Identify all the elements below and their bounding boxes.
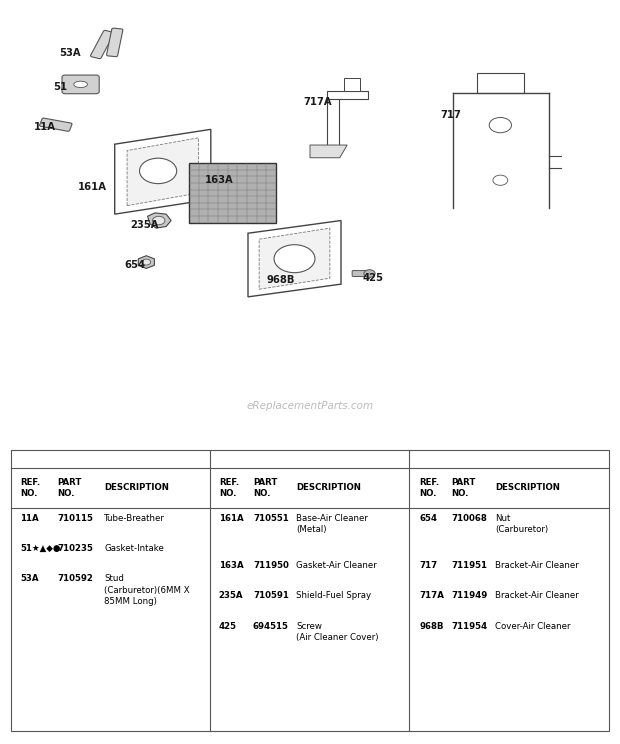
Text: Gasket-Intake: Gasket-Intake (104, 544, 164, 553)
Text: DESCRIPTION: DESCRIPTION (495, 484, 560, 493)
Text: REF.
NO.: REF. NO. (20, 478, 41, 498)
Text: 968B: 968B (267, 275, 295, 285)
Text: 11A: 11A (20, 513, 39, 523)
Circle shape (489, 118, 511, 132)
FancyBboxPatch shape (40, 118, 72, 131)
Circle shape (153, 217, 165, 225)
Text: 710592: 710592 (58, 574, 94, 583)
Text: 717A: 717A (304, 97, 332, 107)
Text: 710068: 710068 (451, 513, 487, 523)
Text: REF.
NO.: REF. NO. (419, 478, 440, 498)
Text: 235A: 235A (130, 219, 159, 230)
Text: Screw
(Air Cleaner Cover): Screw (Air Cleaner Cover) (296, 621, 379, 642)
Text: Gasket-Air Cleaner: Gasket-Air Cleaner (296, 561, 377, 570)
Text: 51: 51 (53, 82, 67, 92)
Text: 711949: 711949 (451, 591, 487, 600)
Polygon shape (477, 73, 524, 93)
Circle shape (140, 158, 177, 184)
Circle shape (274, 245, 315, 273)
Text: 425: 425 (219, 621, 237, 631)
Text: Tube-Breather: Tube-Breather (104, 513, 165, 523)
FancyBboxPatch shape (91, 31, 114, 59)
Bar (11, 449, 609, 731)
Polygon shape (259, 228, 330, 289)
Text: 968B: 968B (419, 621, 444, 631)
Text: Base-Air Cleaner
(Metal): Base-Air Cleaner (Metal) (296, 513, 368, 533)
FancyBboxPatch shape (62, 75, 99, 94)
Bar (344, 78, 360, 92)
Polygon shape (310, 145, 347, 158)
Polygon shape (115, 129, 211, 214)
Text: 710235: 710235 (58, 544, 94, 553)
Text: 163A: 163A (219, 561, 244, 570)
Circle shape (493, 175, 508, 185)
Text: Bracket-Air Cleaner: Bracket-Air Cleaner (495, 561, 578, 570)
Text: 53A: 53A (20, 574, 39, 583)
Text: eReplacementParts.com: eReplacementParts.com (246, 401, 374, 411)
Polygon shape (248, 220, 341, 297)
Polygon shape (127, 138, 198, 205)
Text: 711954: 711954 (451, 621, 487, 631)
Bar (189, 163, 276, 222)
Text: 161A: 161A (219, 513, 244, 523)
Text: PART
NO.: PART NO. (58, 478, 82, 498)
Text: 710551: 710551 (253, 513, 289, 523)
Text: 654: 654 (124, 260, 145, 270)
Text: 163A: 163A (205, 176, 233, 185)
Text: DESCRIPTION: DESCRIPTION (104, 484, 169, 493)
Text: 717A: 717A (419, 591, 444, 600)
Text: DESCRIPTION: DESCRIPTION (296, 484, 361, 493)
Text: PART
NO.: PART NO. (253, 478, 277, 498)
Text: 235A: 235A (219, 591, 244, 600)
Bar (327, 92, 368, 99)
Text: Nut
(Carburetor): Nut (Carburetor) (495, 513, 548, 533)
Text: Shield-Fuel Spray: Shield-Fuel Spray (296, 591, 371, 600)
Text: 710115: 710115 (58, 513, 94, 523)
Text: Stud
(Carburetor)(6MM X
85MM Long): Stud (Carburetor)(6MM X 85MM Long) (104, 574, 190, 606)
Text: 654: 654 (419, 513, 437, 523)
Bar (327, 97, 339, 147)
Text: 51★▲◆●: 51★▲◆● (20, 544, 61, 553)
FancyBboxPatch shape (107, 28, 123, 57)
Text: 710591: 710591 (253, 591, 289, 600)
Text: 425: 425 (363, 273, 384, 283)
Circle shape (364, 270, 375, 278)
Text: PART
NO.: PART NO. (451, 478, 476, 498)
Text: 717: 717 (419, 561, 437, 570)
Text: 53A: 53A (59, 48, 81, 58)
Text: 161A: 161A (78, 182, 107, 192)
Text: 717: 717 (440, 109, 461, 120)
Circle shape (142, 259, 151, 265)
FancyBboxPatch shape (352, 271, 368, 277)
Text: Bracket-Air Cleaner: Bracket-Air Cleaner (495, 591, 578, 600)
Text: REF.
NO.: REF. NO. (219, 478, 239, 498)
Polygon shape (138, 256, 154, 269)
Polygon shape (148, 213, 171, 228)
Text: Cover-Air Cleaner: Cover-Air Cleaner (495, 621, 570, 631)
Ellipse shape (74, 81, 87, 88)
Text: 11A: 11A (34, 122, 56, 132)
Text: 694515: 694515 (253, 621, 289, 631)
Text: 711950: 711950 (253, 561, 289, 570)
Text: 711951: 711951 (451, 561, 487, 570)
